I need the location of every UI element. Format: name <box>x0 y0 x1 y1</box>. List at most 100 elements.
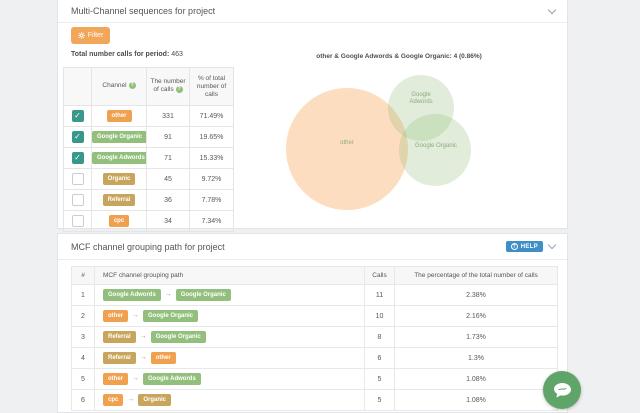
channel-badge: Organic <box>102 173 136 185</box>
arrow-right-icon: → <box>164 291 172 298</box>
arrow-right-icon: → <box>132 312 139 319</box>
percent-cell: 2.38% <box>394 284 558 306</box>
checkbox-cell <box>63 189 92 211</box>
channel-checkbox[interactable] <box>71 215 84 227</box>
path-column-header: MCF channel grouping path <box>94 266 365 285</box>
channel-badge: Referral <box>103 331 136 343</box>
channel-table-row: cpc 34 7.34% <box>63 210 234 232</box>
percent-cell: 1.3% <box>394 347 558 369</box>
calls-cell: 6 <box>364 347 395 369</box>
channel-badge: Google Organic <box>92 131 146 143</box>
collapse-chevron-down-icon[interactable] <box>547 5 557 14</box>
channel-badge: other <box>103 373 128 385</box>
percent-cell: 15.33% <box>189 147 234 169</box>
venn-label-other: other <box>340 139 354 146</box>
calls-column-header: The number of calls? <box>146 67 190 106</box>
percent-cell: 71.49% <box>189 105 234 127</box>
channel-checkbox[interactable]: ✓ <box>71 152 84 164</box>
percent-column-header: % of total number of calls <box>189 67 234 106</box>
channel-badge: Google Organic <box>175 289 231 301</box>
channel-table-row: Referral 36 7.78% <box>63 189 234 211</box>
arrow-right-icon: → <box>132 375 139 382</box>
page: { "colors": { "orange": "#f0a150", "gree… <box>57 0 581 413</box>
channel-badge: Organic <box>138 394 172 406</box>
calls-cell: 36 <box>146 189 190 211</box>
chat-button[interactable] <box>543 371 581 409</box>
filter-button[interactable]: Filter <box>71 27 110 44</box>
calls-cell: 11 <box>364 284 395 306</box>
arrow-right-icon: → <box>139 333 147 340</box>
calls-cell: 5 <box>364 389 395 411</box>
checkbox-cell: ✓ <box>63 105 92 127</box>
channel-badge: cpc <box>108 215 130 227</box>
calls-cell: 91 <box>146 126 190 148</box>
venn-label-google-organic: Google Organic <box>414 142 458 149</box>
channel-checkbox[interactable] <box>71 173 84 185</box>
checkbox-cell <box>63 210 92 232</box>
calls-cell: 8 <box>364 326 395 348</box>
row-number-cell: 1 <box>71 284 95 306</box>
channel-table-row: ✓ Google Organic 91 19.65% <box>63 126 234 148</box>
channel-table-row: ✓ other 331 71.49% <box>63 105 234 127</box>
channel-column-header: Channel? <box>91 67 147 106</box>
channel-table-row: ✓ Google Adwords 71 15.33% <box>63 147 234 169</box>
total-calls: Total number calls for period: 463 <box>71 51 183 58</box>
percent-cell: 2.16% <box>394 305 558 327</box>
calls-column-header: Calls <box>364 266 395 285</box>
mcf-table-header-row: # MCF channel grouping path Calls The pe… <box>71 266 558 285</box>
channel-checkbox[interactable] <box>71 194 84 206</box>
channel-badge: Google Organic <box>150 331 206 343</box>
channel-table-header-row: Channel? The number of calls? % of total… <box>63 67 234 106</box>
channel-table-row: Organic 45 9.72% <box>63 168 234 190</box>
row-number-cell: 3 <box>71 326 95 348</box>
percent-column-header: The percentage of the total number of ca… <box>394 266 558 285</box>
path-cell: cpc → Organic <box>94 389 365 411</box>
channel-cell: Google Adwords <box>91 147 147 169</box>
channel-checkbox[interactable]: ✓ <box>71 131 84 143</box>
channel-badge: Google Adwords <box>143 373 201 385</box>
venn-label-google-adwords: Google Adwords <box>409 92 433 105</box>
channel-cell: cpc <box>91 210 147 232</box>
calls-cell: 10 <box>364 305 395 327</box>
percent-cell: 1.08% <box>394 389 558 411</box>
percent-cell: 19.65% <box>189 126 234 148</box>
panel-multichannel-title: Multi-Channel sequences for project <box>71 6 216 16</box>
channel-badge: cpc <box>103 394 124 406</box>
venn-circle-other <box>286 88 408 210</box>
help-button[interactable]: ? HELP <box>505 241 543 252</box>
checkbox-column-header <box>63 67 92 106</box>
total-calls-label: Total number calls for period: <box>71 51 170 58</box>
mcf-table-row: 5 other → Google Adwords 5 1.08% <box>71 368 558 390</box>
percent-cell: 1.08% <box>394 368 558 390</box>
percent-cell: 7.34% <box>189 210 234 232</box>
number-column-header: # <box>71 266 95 285</box>
channel-badge: Google Adwords <box>92 152 146 164</box>
panel-mcf-header: MCF channel grouping path for project ? … <box>58 234 567 260</box>
channel-checkbox[interactable]: ✓ <box>71 110 84 122</box>
mcf-table-row: 2 other → Google Organic 10 2.16% <box>71 305 558 327</box>
mcf-path-table: # MCF channel grouping path Calls The pe… <box>71 266 558 411</box>
mcf-table-row: 6 cpc → Organic 5 1.08% <box>71 389 558 411</box>
percent-cell: 9.72% <box>189 168 234 190</box>
calls-cell: 5 <box>364 368 395 390</box>
path-cell: Referral → other <box>94 347 365 369</box>
channel-badge: Google Adwords <box>103 289 161 301</box>
total-calls-value: 463 <box>171 51 183 58</box>
checkbox-cell <box>63 168 92 190</box>
channel-table: Channel? The number of calls? % of total… <box>63 67 234 232</box>
mcf-table-row: 1 Google Adwords → Google Organic 11 2.38% <box>71 284 558 306</box>
mcf-table-row: 3 Referral → Google Organic 8 1.73% <box>71 326 558 348</box>
calls-cell: 34 <box>146 210 190 232</box>
channel-cell: other <box>91 105 147 127</box>
channel-badge: Referral <box>102 194 136 206</box>
venn-circle-google-organic <box>399 114 471 186</box>
path-cell: Google Adwords → Google Organic <box>94 284 365 306</box>
help-icon[interactable]: ? <box>128 82 136 90</box>
percent-cell: 7.78% <box>189 189 234 211</box>
help-icon[interactable]: ? <box>175 86 183 94</box>
path-cell: other → Google Organic <box>94 305 365 327</box>
panel-mcf: MCF channel grouping path for project ? … <box>57 233 568 413</box>
collapse-chevron-down-icon[interactable] <box>547 240 557 250</box>
venn-circle-google-adwords <box>388 75 454 141</box>
question-circle-icon: ? <box>510 243 518 250</box>
